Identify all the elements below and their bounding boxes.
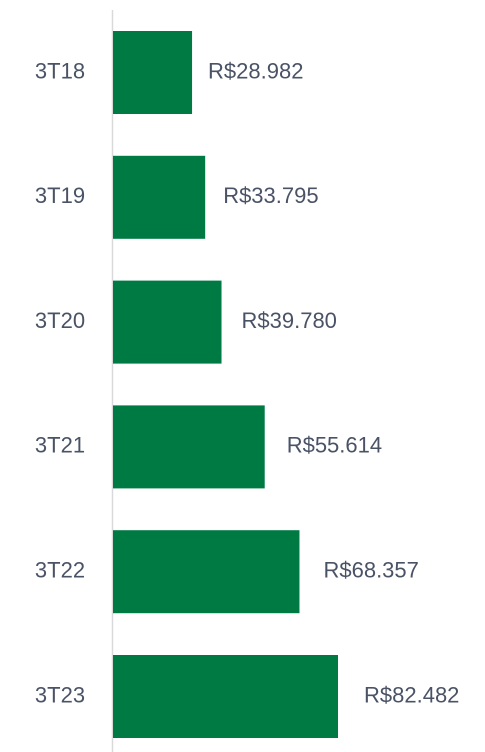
value-label: R$28.982 [208,58,303,83]
bar [113,530,300,614]
value-label: R$68.357 [323,558,418,583]
bar [113,655,338,738]
bar [113,31,193,114]
category-label: 3T21 [35,433,85,458]
value-label: R$55.614 [287,433,382,458]
value-label: R$39.780 [242,308,337,333]
category-label: 3T19 [35,183,85,208]
category-label: 3T22 [35,558,85,583]
category-label: 3T23 [35,682,85,707]
bar [113,155,206,239]
category-label: 3T20 [35,308,85,333]
category-label: 3T18 [35,58,85,83]
bar [113,280,222,364]
bar [113,405,265,489]
value-label: R$82.482 [364,682,459,707]
value-label: R$33.795 [223,183,318,208]
